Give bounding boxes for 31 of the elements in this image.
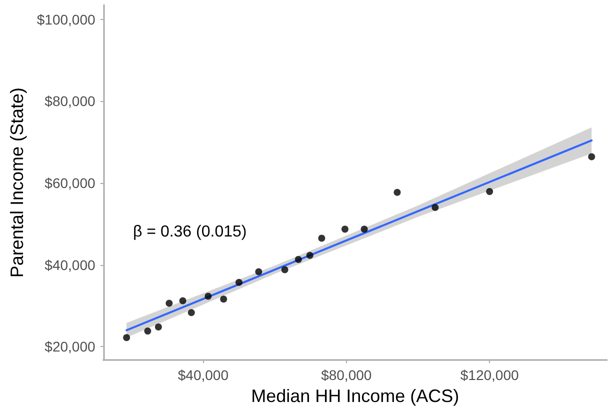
point [432, 204, 439, 212]
point [179, 297, 186, 304]
point [294, 256, 302, 263]
point [360, 226, 368, 233]
point [220, 296, 228, 303]
point [144, 328, 152, 335]
x-axis-title: Median HH Income (ACS) [251, 386, 460, 406]
point [123, 334, 130, 342]
point [486, 188, 494, 196]
x-tick-label: $120,000 [460, 367, 519, 384]
annotation: β = 0.36 (0.015) [133, 224, 247, 240]
point [166, 300, 173, 307]
y-axis-title: Parental Income (State) [7, 88, 27, 278]
point [204, 292, 212, 300]
point [281, 266, 288, 274]
x-tick-label: $40,000 [178, 367, 229, 384]
point [341, 226, 348, 233]
point [154, 323, 162, 330]
y-tick-label: $20,000 [44, 338, 96, 355]
y-tick-label: $80,000 [44, 93, 96, 110]
point [255, 268, 262, 276]
y-tick-label: $40,000 [44, 256, 96, 273]
point [235, 278, 242, 286]
point [306, 252, 314, 259]
point [588, 153, 596, 160]
point [188, 309, 195, 316]
x-tick-label: $80,000 [321, 367, 372, 384]
y-tick-label: $100,000 [36, 11, 96, 28]
point [318, 234, 326, 242]
point [394, 188, 401, 196]
y-tick-label: $60,000 [44, 174, 96, 191]
